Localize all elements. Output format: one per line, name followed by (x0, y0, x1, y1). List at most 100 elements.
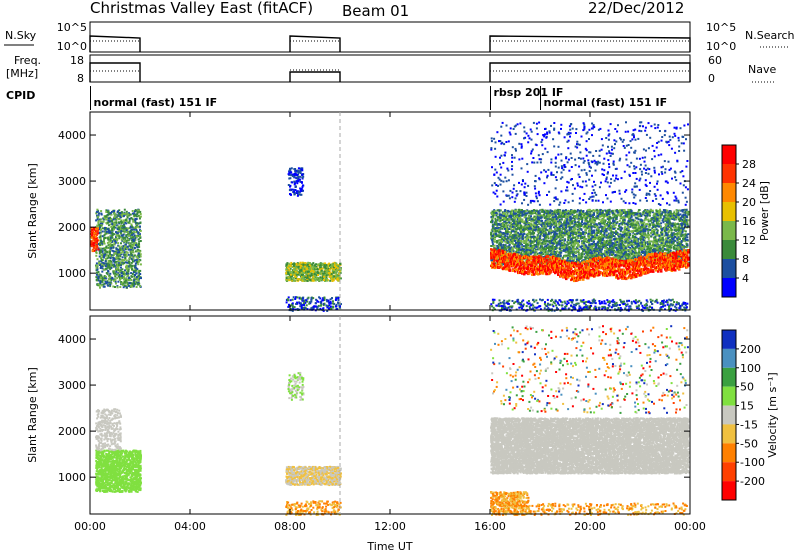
power-cell (93, 232, 96, 235)
power-cell (126, 264, 129, 267)
power-cell (98, 273, 101, 276)
power-cell (312, 262, 315, 265)
power-cell (300, 268, 303, 270)
power-cell (537, 226, 540, 228)
power-cell (120, 281, 123, 283)
power-cell (103, 285, 106, 288)
power-cell (643, 241, 646, 244)
power-cell (305, 304, 308, 307)
power-cell (325, 304, 328, 307)
power-cell (138, 233, 141, 236)
power-cell (535, 239, 538, 242)
power-cell (669, 227, 672, 230)
power-cell (339, 263, 342, 266)
power-cell (323, 279, 325, 281)
power-cell (136, 213, 139, 216)
power-cell (293, 174, 295, 177)
power-cell (317, 300, 320, 303)
power-cell (330, 275, 333, 278)
power-cell (124, 261, 127, 264)
power-cell (576, 229, 579, 232)
power-cell (129, 266, 132, 269)
power-cell (293, 193, 296, 196)
power-cell (558, 218, 561, 221)
power-cell (137, 234, 140, 237)
power-cell (506, 235, 509, 238)
power-cell (567, 234, 570, 237)
power-cell (296, 174, 299, 176)
power-cell (333, 276, 336, 279)
power-cell (96, 245, 98, 248)
power-cell (329, 302, 332, 305)
power-cell (116, 285, 119, 288)
power-cell (677, 213, 680, 216)
power-cell (287, 262, 290, 265)
power-cell (608, 224, 610, 227)
power-cell (667, 211, 670, 214)
power-cell (306, 279, 309, 282)
power-cell (678, 220, 681, 222)
power-cell (113, 226, 116, 228)
power-cell (120, 275, 123, 277)
power-cell (687, 219, 690, 222)
power-cell (105, 227, 108, 230)
power-cell (548, 231, 551, 233)
power-cell (315, 263, 317, 266)
power-cell (122, 224, 125, 227)
power-cell (327, 299, 330, 302)
power-cell (133, 259, 136, 262)
power-cell (287, 305, 290, 308)
power-cell (322, 304, 325, 307)
power-cell (303, 263, 306, 266)
power-cell (308, 276, 311, 279)
power-cell (537, 230, 540, 233)
power-cell (303, 269, 305, 272)
power-cell (301, 273, 303, 276)
power-cell (622, 256, 625, 259)
power-cell (99, 222, 102, 225)
power-cell (122, 283, 125, 286)
power-cell (625, 257, 628, 260)
power-cell (122, 281, 125, 284)
power-cell (121, 260, 124, 263)
power-cell (114, 239, 117, 242)
power-cell (296, 308, 299, 310)
power-cell (130, 279, 133, 281)
power-cell (330, 272, 333, 275)
power-cell (329, 298, 332, 301)
power-cell (506, 221, 508, 224)
power-cell (123, 259, 126, 262)
power-cell (537, 216, 540, 219)
power-cell (93, 227, 95, 230)
power-cell (288, 172, 291, 175)
power-cell (135, 272, 138, 275)
power-cell (120, 253, 123, 256)
power-cell (105, 230, 108, 233)
power-cell (337, 299, 340, 301)
power-cell (98, 242, 101, 245)
power-cell (120, 282, 123, 285)
power-cell (95, 233, 98, 236)
power-cell (647, 220, 650, 223)
power-cell (304, 279, 307, 281)
power-cell (120, 234, 123, 237)
power-cell (130, 232, 133, 235)
power-cell (564, 229, 567, 232)
power-cell (120, 252, 123, 255)
power-cell (117, 212, 120, 215)
power-cell (599, 233, 602, 235)
power-cell (333, 302, 336, 305)
power-cell (509, 222, 512, 224)
freq-panel (89, 54, 691, 83)
power-cell (136, 257, 139, 260)
power-cell (125, 253, 128, 256)
power-cell (109, 216, 112, 219)
power-cell (111, 227, 114, 230)
power-cell (97, 248, 100, 251)
power-cell (293, 306, 296, 309)
power-cell (119, 286, 122, 288)
power-cell (132, 283, 135, 286)
power-cell (667, 226, 670, 229)
power-cell (568, 231, 571, 233)
power-cell (506, 224, 509, 227)
